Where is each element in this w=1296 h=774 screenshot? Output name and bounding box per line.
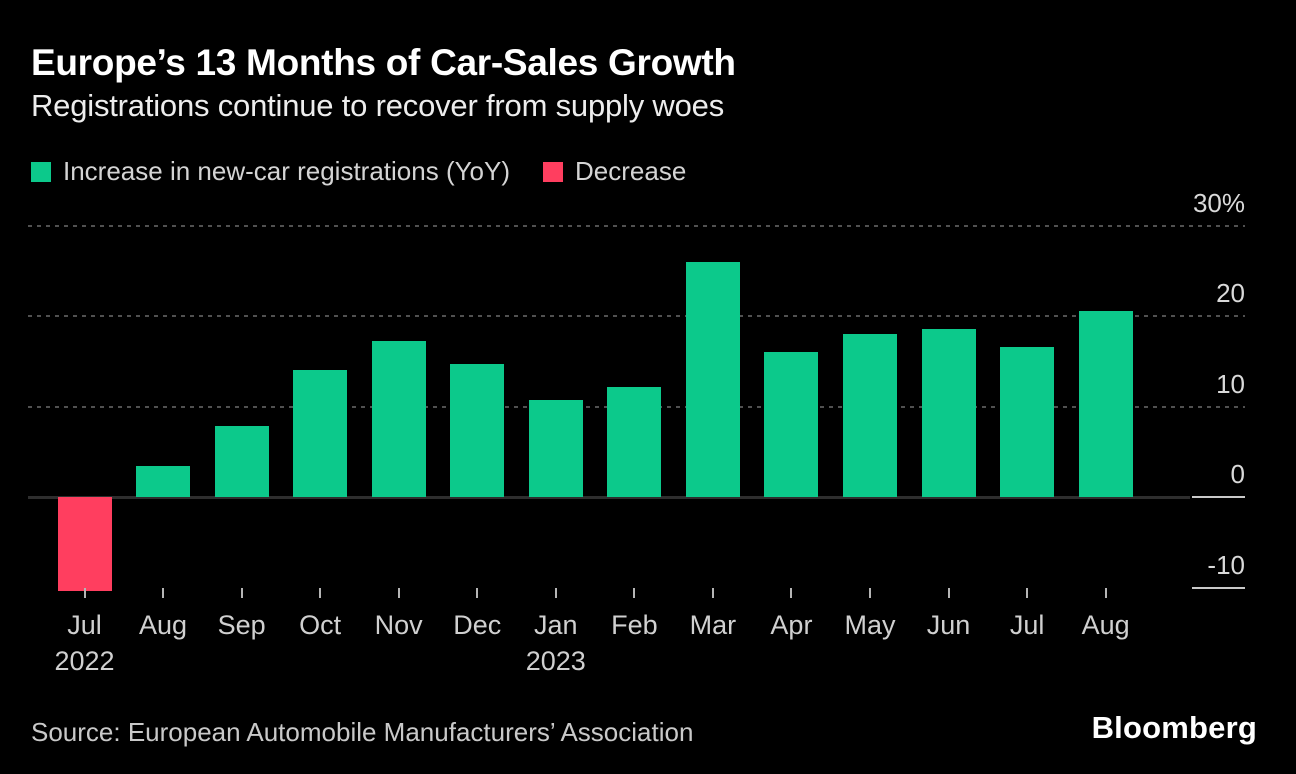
zero-axis-segment: [1192, 496, 1245, 498]
y-axis-label-10: 10: [1216, 368, 1245, 399]
chart-title: Europe’s 13 Months of Car-Sales Growth: [31, 42, 736, 83]
month-label: Jan: [534, 610, 578, 640]
x-axis-label-nov-2022: Nov: [339, 610, 459, 640]
x-tick-dec-2022: [476, 588, 479, 598]
x-axis-label-sep-2022: Sep: [182, 610, 302, 640]
x-tick-sep-2022: [240, 588, 243, 598]
month-label: Jul: [1009, 610, 1045, 640]
month-label: Jun: [926, 610, 971, 640]
bar-may-2023: [843, 334, 897, 497]
month-label: May: [844, 610, 896, 640]
month-label: Mar: [689, 610, 737, 640]
x-axis-label-jul-2023: Jul: [967, 610, 1087, 640]
month-label: Jul: [67, 610, 102, 640]
bar-oct-2022: [293, 370, 348, 497]
x-axis-label-aug-2022: Aug: [103, 610, 223, 640]
bar-jul-2022: [57, 497, 112, 592]
x-axis-label-feb-2023: Feb: [574, 610, 694, 640]
month-label: Oct: [299, 610, 342, 640]
x-tick-may-2023: [869, 588, 871, 598]
month-label: Apr: [770, 610, 813, 640]
x-axis-label-mar-2023: Mar: [653, 610, 773, 640]
x-axis-label-may-2023: May: [810, 610, 930, 640]
year-label: 2022: [54, 646, 115, 676]
year-label: 2023: [525, 646, 586, 676]
x-tick-oct-2022: [319, 588, 322, 598]
x-axis-label-jul-2022: Jul 2022: [25, 610, 145, 676]
bar-jan-2023: [528, 400, 583, 497]
x-axis-label-oct-2022: Oct: [260, 610, 380, 640]
x-tick-jul-2023: [1026, 588, 1029, 598]
month-label: Aug: [1081, 610, 1130, 640]
month-label: Nov: [374, 610, 423, 640]
bar-sep-2022: [214, 425, 269, 497]
month-label: Sep: [217, 610, 266, 640]
x-tick-feb-2023: [633, 588, 636, 598]
bar-jun-2023: [921, 328, 976, 497]
chart-subtitle: Registrations continue to recover from s…: [31, 88, 724, 123]
y-axis-label-20: 20: [1216, 278, 1245, 308]
x-axis-label-dec-2022: Dec: [417, 610, 537, 640]
bar-aug-2023: [1078, 310, 1133, 497]
x-tick-nov-2022: [397, 588, 400, 598]
minus10-axis-segment: [1192, 586, 1245, 589]
bar-mar-2023: [685, 261, 740, 497]
x-tick-jul-2022: [83, 588, 86, 598]
legend-decrease-label: Decrease: [575, 156, 687, 186]
x-axis-label-jun-2023: Jun: [889, 610, 1009, 640]
legend: Increase in new-car registrations (YoY) …: [31, 156, 686, 187]
zero-baseline: [28, 495, 1190, 499]
bar-dec-2022: [450, 363, 505, 497]
x-tick-apr-2023: [790, 588, 793, 598]
source-text: Source: European Automobile Manufacturer…: [31, 717, 694, 747]
month-label: Feb: [611, 610, 658, 640]
legend-decrease-swatch: [543, 161, 564, 182]
x-tick-aug-2022: [162, 588, 165, 598]
bar-feb-2023: [607, 387, 662, 497]
y-axis-label-30: 30%: [1192, 187, 1245, 218]
x-axis-label-aug-2023: Aug: [1046, 610, 1166, 640]
legend-increase-swatch: [31, 161, 51, 182]
gridline-20: [28, 315, 1245, 317]
bar-jul-2023: [1000, 346, 1055, 497]
legend-increase-label: Increase in new-car registrations (YoY): [63, 156, 511, 186]
x-tick-aug-2023: [1104, 588, 1107, 598]
x-tick-mar-2023: [711, 588, 714, 598]
x-axis-label-jan-2023: Jan 2023: [496, 610, 616, 676]
month-label: Dec: [453, 610, 502, 640]
x-tick-jan-2023: [554, 588, 557, 598]
bar-aug-2022: [136, 466, 191, 497]
bar-nov-2022: [371, 341, 426, 497]
x-axis-label-apr-2023: Apr: [731, 610, 851, 640]
gridline-30: [28, 224, 1245, 227]
month-label: Aug: [139, 610, 188, 640]
bloomberg-logo: Bloomberg: [1091, 710, 1257, 745]
x-tick-jun-2023: [947, 588, 950, 598]
y-axis-label-0: 0: [1230, 459, 1245, 489]
y-axis-label--10: -10: [1207, 549, 1245, 580]
bar-apr-2023: [764, 352, 819, 497]
